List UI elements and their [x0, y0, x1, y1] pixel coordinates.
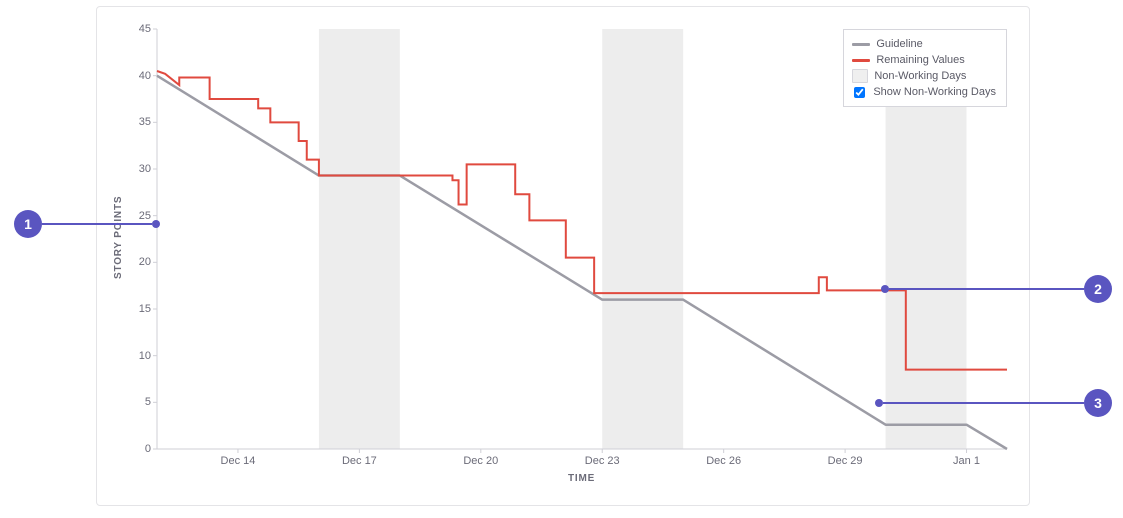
- annotation-dot: [875, 399, 883, 407]
- annotation-connector: [889, 288, 1084, 290]
- y-tick-label: 45: [139, 23, 157, 35]
- x-tick-label: Dec 29: [828, 449, 863, 467]
- legend-label: Guideline: [876, 36, 922, 52]
- annotation-connector: [883, 402, 1085, 404]
- x-tick-label: Dec 20: [463, 449, 498, 467]
- legend: GuidelineRemaining ValuesNon-Working Day…: [843, 29, 1007, 107]
- legend-swatch: [852, 59, 870, 62]
- legend-item: Guideline: [852, 36, 996, 52]
- y-tick-label: 35: [139, 116, 157, 128]
- legend-label: Remaining Values: [876, 52, 964, 68]
- y-tick-label: 5: [145, 396, 157, 408]
- x-tick-label: Dec 23: [585, 449, 620, 467]
- y-tick-label: 40: [139, 70, 157, 82]
- legend-item-toggle: Show Non-Working Days: [852, 84, 996, 100]
- x-tick-label: Jan 1: [953, 449, 980, 467]
- annotation-callout: 1: [14, 210, 160, 238]
- chart-frame: GuidelineRemaining ValuesNon-Working Day…: [96, 6, 1030, 506]
- stage: GuidelineRemaining ValuesNon-Working Day…: [0, 0, 1123, 518]
- y-tick-label: 0: [145, 443, 157, 455]
- legend-label: Non-Working Days: [874, 68, 966, 84]
- annotation-dot: [152, 220, 160, 228]
- show-non-working-days-checkbox[interactable]: [854, 87, 865, 98]
- x-tick-label: Dec 14: [221, 449, 256, 467]
- remaining-series: [157, 71, 1007, 370]
- non-working-band: [319, 29, 400, 449]
- annotation-connector: [42, 223, 152, 225]
- y-tick-label: 20: [139, 256, 157, 268]
- legend-swatch: [852, 69, 868, 83]
- x-tick-label: Dec 17: [342, 449, 377, 467]
- annotation-badge: 1: [14, 210, 42, 238]
- y-tick-label: 10: [139, 350, 157, 362]
- legend-item: Remaining Values: [852, 52, 996, 68]
- x-axis-label: TIME: [568, 473, 595, 484]
- legend-swatch: [852, 43, 870, 46]
- non-working-band: [602, 29, 683, 449]
- legend-item: Non-Working Days: [852, 68, 996, 84]
- annotation-dot: [881, 285, 889, 293]
- x-tick-label: Dec 26: [706, 449, 741, 467]
- legend-checkbox-label: Show Non-Working Days: [873, 84, 996, 100]
- y-tick-label: 30: [139, 163, 157, 175]
- y-tick-label: 15: [139, 303, 157, 315]
- annotation-callout: 3: [875, 389, 1113, 417]
- plot-area: GuidelineRemaining ValuesNon-Working Day…: [157, 29, 1007, 449]
- annotation-badge: 2: [1084, 275, 1112, 303]
- annotation-callout: 2: [881, 275, 1112, 303]
- annotation-badge: 3: [1084, 389, 1112, 417]
